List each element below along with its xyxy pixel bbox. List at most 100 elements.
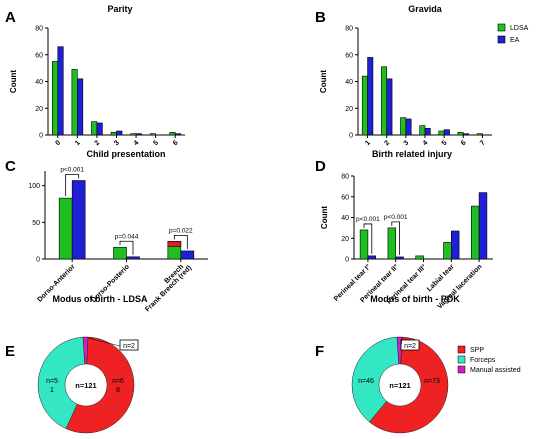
- y-tick-label: 40: [345, 79, 353, 86]
- x-tick-label: 5: [441, 139, 449, 147]
- bar-ldsa: [471, 205, 480, 260]
- bar-ea: [126, 256, 140, 260]
- x-tick-label: 2: [94, 139, 102, 147]
- bar-ldsa: [400, 117, 407, 136]
- x-tick-label: 1: [364, 139, 372, 147]
- bar-ea: [180, 250, 195, 260]
- panel-letter: B: [315, 9, 326, 26]
- pie-label-manual: n=2: [404, 343, 416, 350]
- p-value-label: p=0.022: [169, 227, 193, 234]
- bar-ldsa: [149, 133, 156, 136]
- x-tick-label: 3: [403, 139, 411, 147]
- x-tick-label: 4: [422, 139, 430, 147]
- bar-ldsa: [359, 229, 369, 260]
- chart-title: Gravida: [408, 4, 443, 14]
- y-axis-label: Count: [320, 206, 329, 229]
- x-tick-label: 2: [383, 139, 391, 147]
- bar-ldsa: [419, 125, 426, 136]
- legend-label-manual-assisted: Manual assisted: [470, 367, 521, 374]
- chart-title: Child presentation: [86, 149, 165, 159]
- p-value-label: p<0.001: [384, 214, 408, 221]
- bar-ldsa: [438, 130, 445, 136]
- pie-label-box: [119, 339, 139, 351]
- pie-center-label: n=121: [389, 381, 410, 390]
- x-tick-label: 4: [133, 139, 141, 147]
- bar-ea: [443, 129, 450, 136]
- bar-ldsa: [443, 242, 452, 260]
- bar-ea: [424, 128, 431, 136]
- y-tick-label: 20: [35, 106, 43, 113]
- bar-ldsa: [381, 66, 388, 136]
- pie-label-forceps: n=5: [46, 378, 58, 385]
- y-tick-label: 0: [39, 133, 43, 140]
- y-tick-label: 80: [35, 26, 43, 33]
- legend-swatch-ea: [497, 35, 506, 44]
- bar-ea: [367, 57, 374, 136]
- x-tick-label: 7: [479, 139, 487, 147]
- legend-label-ldsa: LDSA: [510, 25, 529, 32]
- panel-f: F Modus of birth - PDK n=121 n=73 n=46 n=2: [315, 294, 460, 434]
- panel-letter: F: [315, 343, 324, 360]
- bar-ldsa: [71, 69, 78, 136]
- pie-label-forceps: 1: [50, 387, 54, 394]
- y-tick-label: 40: [341, 215, 349, 222]
- bar-ldsa: [130, 133, 137, 136]
- bar-ea: [116, 130, 123, 136]
- x-tick-label: 6: [172, 139, 180, 147]
- legend-swatch-manual-assisted: [457, 365, 466, 374]
- pie-slice-spp: [369, 336, 449, 434]
- bar-ea: [71, 180, 86, 260]
- legend-label-spp: SPP: [470, 347, 484, 354]
- x-tick-label: Labial tear: [426, 263, 456, 293]
- pie-slice-forceps: [351, 336, 399, 423]
- y-tick-label: 60: [345, 52, 353, 59]
- panel-b: B Gravida Count 0 20 40 60 80 1 2 3 4 5 6 7: [315, 4, 492, 147]
- x-tick-label: Frank Breech (red): [144, 264, 193, 313]
- bar-ldsa: [110, 132, 117, 136]
- y-axis-label: Count: [9, 70, 18, 93]
- panel-e: E Modus of birth - LDSA n=121 n=6 8 n=5 1 n=2: [5, 294, 148, 434]
- pie-label-manual: n=2: [123, 343, 135, 350]
- x-tick-label: 0: [54, 139, 62, 147]
- bar-ldsa: [169, 132, 176, 136]
- y-tick-label: 0: [345, 257, 349, 264]
- panel-letter: C: [5, 158, 16, 175]
- pie-slice-spp: [65, 336, 135, 434]
- y-tick-label: 60: [341, 194, 349, 201]
- panel-letter: D: [315, 158, 326, 175]
- y-tick-label: 50: [32, 220, 40, 227]
- y-tick-label: 20: [341, 236, 349, 243]
- pie-slice-forceps: [37, 336, 85, 429]
- bar-ea: [174, 133, 181, 136]
- y-tick-label: 0: [36, 257, 40, 264]
- pie-label-forceps: n=46: [358, 378, 374, 385]
- y-tick-label: 80: [341, 174, 349, 181]
- pie-leader-line: [87, 337, 121, 347]
- chart-title: Parity: [107, 4, 132, 14]
- chart-title: Birth related injury: [372, 149, 452, 159]
- bar-ea: [367, 255, 376, 260]
- significance-bracket: [391, 221, 400, 255]
- x-tick-label: 6: [460, 139, 468, 147]
- bar-ea: [405, 118, 412, 136]
- y-tick-label: 20: [345, 106, 353, 113]
- y-axis-label: Count: [319, 70, 328, 93]
- legend-swatch-forceps: [457, 355, 466, 364]
- bar-ea: [135, 133, 142, 136]
- bar-ea: [450, 230, 460, 260]
- significance-bracket: [173, 235, 188, 249]
- bar-ldsa: [58, 197, 73, 260]
- chart-title: Modus of birth - PDK: [370, 294, 460, 304]
- bar-ea: [462, 133, 469, 136]
- p-value-label: p<0.001: [60, 167, 84, 174]
- panel-letter: E: [5, 343, 15, 360]
- x-tick-label: 3: [113, 139, 121, 147]
- p-value-label: p<0.001: [356, 216, 380, 223]
- pie-leader-line: [400, 337, 403, 347]
- bar-ea: [386, 78, 393, 136]
- pie-label-spp: n=73: [424, 378, 440, 385]
- bar-ea: [77, 78, 84, 136]
